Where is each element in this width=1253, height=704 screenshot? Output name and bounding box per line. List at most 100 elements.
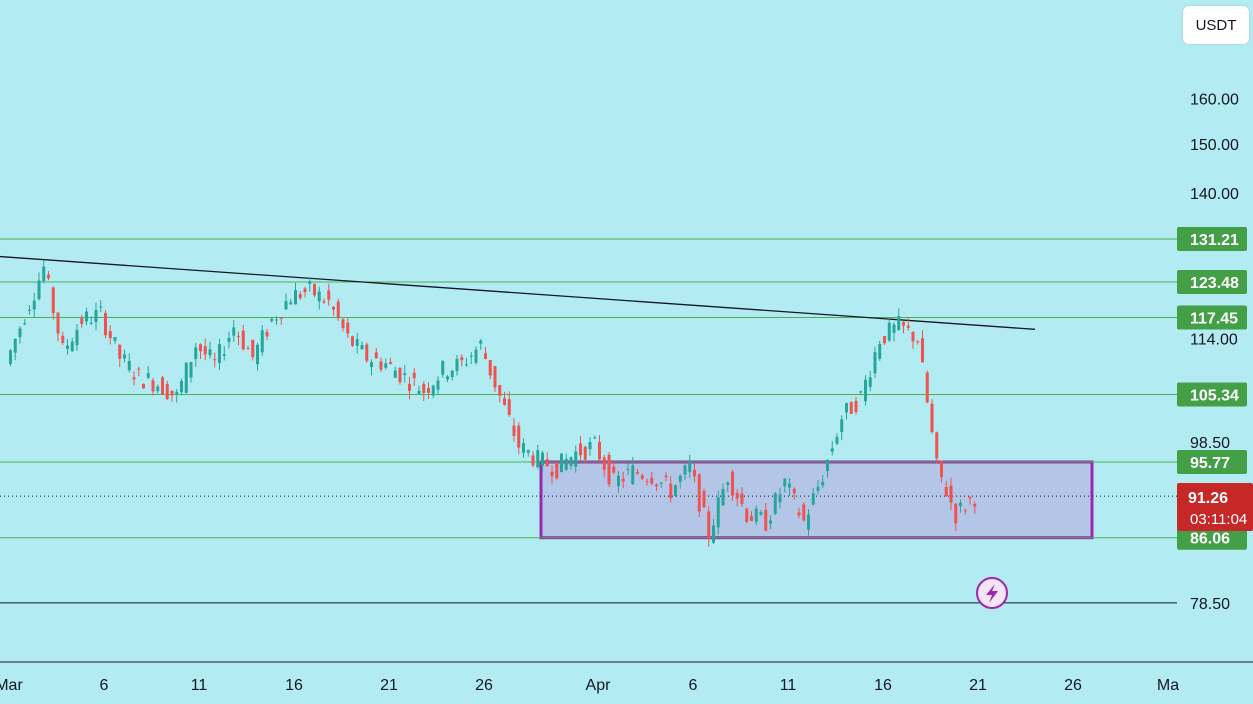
candle[interactable] <box>669 476 673 503</box>
candle[interactable] <box>123 349 126 363</box>
candle[interactable] <box>702 488 706 508</box>
candle[interactable] <box>118 344 122 368</box>
lightning-bolt-icon[interactable] <box>976 577 1008 609</box>
candle[interactable] <box>104 310 107 339</box>
candle[interactable] <box>788 478 791 496</box>
candle[interactable] <box>80 314 84 329</box>
candle[interactable] <box>878 340 882 361</box>
candle[interactable] <box>237 331 240 346</box>
candle[interactable] <box>873 346 877 378</box>
candle[interactable] <box>450 369 454 381</box>
candle[interactable] <box>726 481 730 492</box>
candle[interactable] <box>332 305 335 316</box>
candle[interactable] <box>213 352 217 368</box>
candle[interactable] <box>541 450 544 473</box>
candle[interactable] <box>99 300 103 313</box>
candle[interactable] <box>840 415 844 441</box>
candle[interactable] <box>370 359 373 376</box>
candle[interactable] <box>317 286 321 310</box>
candle[interactable] <box>351 335 354 347</box>
candle[interactable] <box>902 321 905 334</box>
candle[interactable] <box>740 486 744 507</box>
candle[interactable] <box>161 375 164 395</box>
candle[interactable] <box>336 298 340 321</box>
candle[interactable] <box>422 381 426 401</box>
candle[interactable] <box>778 487 782 509</box>
candle[interactable] <box>284 293 288 311</box>
candle[interactable] <box>408 376 411 400</box>
candle[interactable] <box>602 454 606 478</box>
candle[interactable] <box>583 445 587 463</box>
candle[interactable] <box>721 483 725 507</box>
candle[interactable] <box>545 452 549 468</box>
candle[interactable] <box>474 346 478 365</box>
candle[interactable] <box>826 459 829 478</box>
candle[interactable] <box>659 481 663 488</box>
candle[interactable] <box>488 360 492 380</box>
candle[interactable] <box>640 473 644 481</box>
candle[interactable] <box>621 471 625 488</box>
candle[interactable] <box>807 509 810 536</box>
candle[interactable] <box>949 477 953 511</box>
candle[interactable] <box>246 345 250 350</box>
candle[interactable] <box>636 468 639 475</box>
candle[interactable] <box>270 318 274 323</box>
candle[interactable] <box>431 384 435 399</box>
candle[interactable] <box>731 469 734 501</box>
candle[interactable] <box>28 305 31 315</box>
candle[interactable] <box>887 318 891 342</box>
candle[interactable] <box>389 357 392 365</box>
currency-selector[interactable]: USDT <box>1183 6 1249 44</box>
candle[interactable] <box>512 417 516 442</box>
candle[interactable] <box>70 337 74 352</box>
candle[interactable] <box>716 490 720 535</box>
candle[interactable] <box>47 270 50 281</box>
candle[interactable] <box>232 319 236 342</box>
candle[interactable] <box>503 391 506 406</box>
descending-trend-line[interactable] <box>0 255 1036 330</box>
candle[interactable] <box>165 380 169 400</box>
candle[interactable] <box>944 481 948 497</box>
candle[interactable] <box>688 454 692 478</box>
candle[interactable] <box>89 316 93 325</box>
candle[interactable] <box>531 451 535 468</box>
candle[interactable] <box>18 326 22 344</box>
candle[interactable] <box>222 345 226 361</box>
candle[interactable] <box>156 384 160 394</box>
candle[interactable] <box>940 460 943 483</box>
candle[interactable] <box>322 298 326 304</box>
candle[interactable] <box>346 318 350 338</box>
candle[interactable] <box>959 499 962 513</box>
candle[interactable] <box>973 501 977 514</box>
candle[interactable] <box>859 390 863 396</box>
candle[interactable] <box>883 335 886 345</box>
candle[interactable] <box>607 452 611 487</box>
candle[interactable] <box>745 507 749 524</box>
candle[interactable] <box>189 361 193 383</box>
candle[interactable] <box>218 338 221 371</box>
candle[interactable] <box>735 489 739 507</box>
candle[interactable] <box>113 336 117 344</box>
candle[interactable] <box>66 339 69 355</box>
candle[interactable] <box>42 260 46 284</box>
candle[interactable] <box>536 444 540 470</box>
candle[interactable] <box>783 477 787 493</box>
candle[interactable] <box>916 339 920 345</box>
candle[interactable] <box>517 422 521 455</box>
candle[interactable] <box>707 505 711 547</box>
candle[interactable] <box>626 463 630 476</box>
candle[interactable] <box>664 472 668 482</box>
candle[interactable] <box>94 302 98 331</box>
candle[interactable] <box>465 357 468 367</box>
candle[interactable] <box>56 311 60 342</box>
candle[interactable] <box>712 518 715 544</box>
candle[interactable] <box>142 383 145 389</box>
candle[interactable] <box>398 367 402 385</box>
candle[interactable] <box>275 316 278 325</box>
candle[interactable] <box>797 507 801 519</box>
candle[interactable] <box>256 342 259 371</box>
candle[interactable] <box>617 470 620 494</box>
candle[interactable] <box>769 515 772 530</box>
candle[interactable] <box>137 366 141 377</box>
